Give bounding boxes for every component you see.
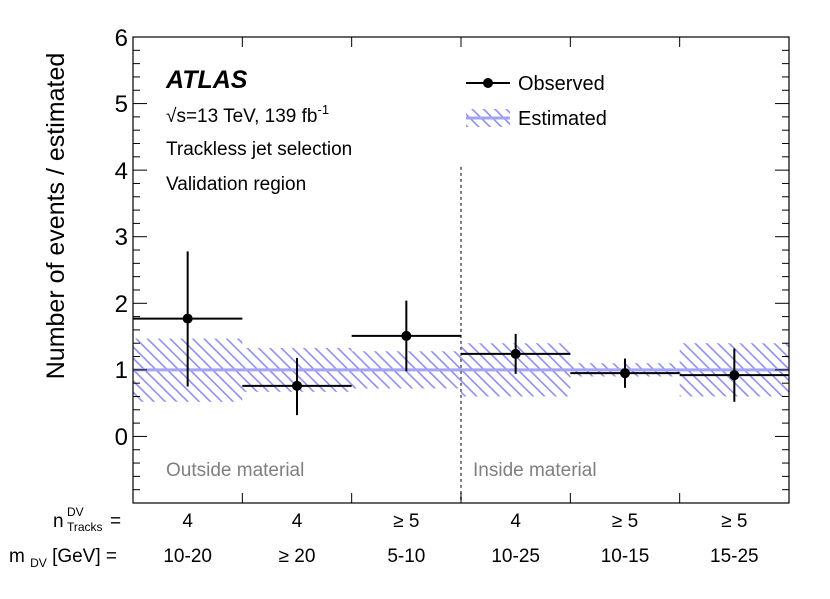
- y-tick-label: 0: [115, 424, 128, 451]
- y-axis-title: Number of events / estimated: [42, 53, 70, 380]
- annotation-inside-material: Inside material: [473, 460, 597, 481]
- bin-label-ntracks: ≥ 5: [393, 511, 419, 532]
- bin-label-mdv: 10-25: [491, 546, 540, 567]
- bin-label-mdv: 15-25: [710, 546, 759, 567]
- observed-point: [620, 368, 630, 379]
- row-label-mdv: m DV [GeV] =: [9, 546, 117, 572]
- y-tick-labels: 0 1 2 3 4 5 6: [115, 25, 128, 451]
- bin-label-mdv: ≥ 20: [279, 546, 316, 567]
- bin-label-ntracks: 4: [510, 511, 521, 532]
- bin-label-ntracks: ≥ 5: [612, 511, 638, 532]
- legend-estimated-label: Estimated: [518, 108, 607, 130]
- bin-label-ntracks: ≥ 5: [721, 511, 747, 532]
- observed-point: [729, 370, 740, 381]
- bin-label-mdv: 5-10: [387, 546, 425, 567]
- bin-label-mdv: 10-20: [163, 546, 212, 567]
- energy-label: √s=13 TeV, 139 fb-1: [166, 102, 329, 127]
- legend-observed-marker: [483, 78, 493, 88]
- y-tick-label: 1: [115, 357, 128, 384]
- y-tick-label: 3: [115, 224, 128, 251]
- row-labels: n DV Tracks = m DV [GeV] =: [9, 500, 121, 572]
- bin-label-mdv: 10-15: [601, 546, 650, 567]
- observed-point: [182, 313, 193, 324]
- sqrt-symbol: √: [166, 106, 177, 127]
- legend-observed-label: Observed: [518, 73, 605, 95]
- y-tick-label: 5: [115, 91, 128, 118]
- y-axis-ticks: [133, 36, 789, 504]
- observed-point: [292, 380, 302, 391]
- y-tick-label: 6: [115, 25, 128, 52]
- bin-label-ntracks: 4: [182, 511, 193, 532]
- row-label-ntracks: n DV Tracks =: [53, 500, 121, 536]
- bin-label-ntracks: 4: [292, 511, 303, 532]
- atlas-label: ATLAS: [165, 66, 248, 94]
- observed-point: [401, 330, 412, 341]
- y-tick-label: 2: [115, 291, 128, 318]
- annotation-outside-material: Outside material: [166, 460, 304, 481]
- selection-label: Trackless jet selection: [166, 139, 352, 160]
- region-label: Validation region: [166, 174, 306, 195]
- bin-labels: 4 10-20 4 ≥ 20 ≥ 5 5-10 4 10-25 ≥ 5 10-15 ≥ 5 15-25: [163, 511, 758, 567]
- legend: Observed Estimated: [466, 73, 607, 130]
- y-tick-label: 4: [115, 158, 128, 185]
- observed-points: [133, 251, 789, 416]
- observed-point: [510, 348, 521, 359]
